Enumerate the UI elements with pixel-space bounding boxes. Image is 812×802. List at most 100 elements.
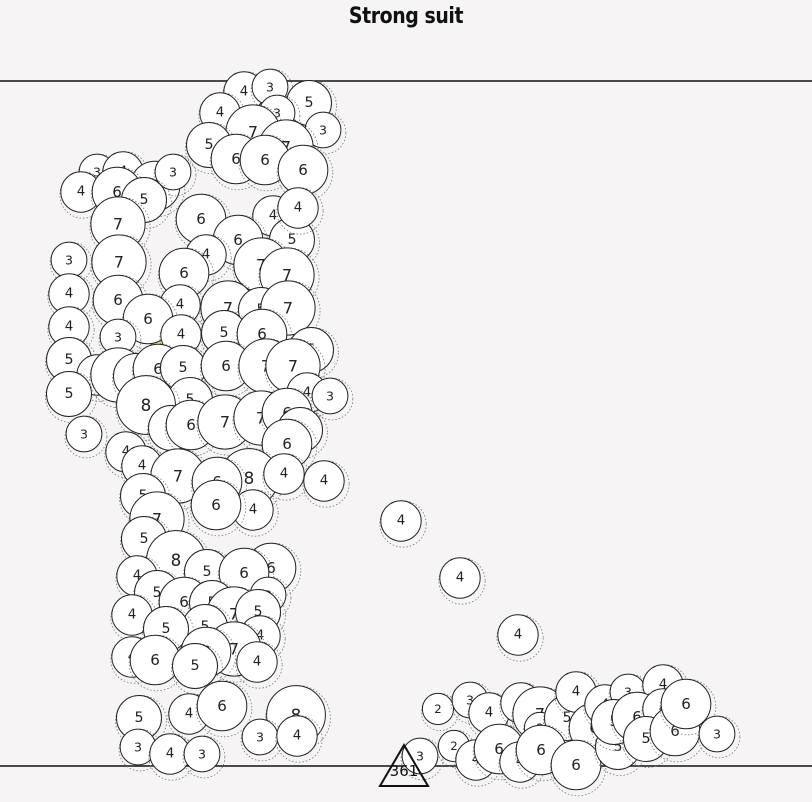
bubble-halo (310, 377, 354, 421)
bubble-label: 4 (320, 474, 329, 489)
bubble (380, 500, 422, 542)
bubble-label: 4 (65, 320, 74, 335)
bubble-label: 4 (176, 298, 185, 313)
bubble-label: 6 (186, 416, 196, 434)
bubble-label: 3 (198, 747, 206, 762)
bubble-label: 8 (171, 550, 182, 570)
bubble-label: 4 (122, 445, 131, 460)
bubble-label: 5 (613, 739, 622, 755)
bubble-label: 7 (282, 266, 292, 285)
bubble-label: 4 (485, 706, 494, 721)
bubble-label: 3 (80, 427, 88, 442)
bubble-label: 6 (211, 496, 221, 514)
bubble-label: 3 (266, 80, 274, 95)
bubble-label: 6 (217, 697, 227, 715)
bubble-label: 5 (202, 564, 211, 580)
bubble (236, 641, 278, 683)
bubble-label: 4 (472, 753, 481, 768)
bubble-halo (265, 685, 331, 751)
bubble-label: 6 (681, 695, 691, 713)
bubble-label: 4 (572, 685, 581, 700)
bubble-label: 4 (128, 608, 137, 623)
bubble-label: 4 (138, 459, 147, 474)
bubble-halo (89, 196, 151, 258)
triangle-marker (378, 743, 430, 787)
bubble-label: 7 (229, 640, 239, 659)
bubble-halo (400, 737, 444, 781)
bubble-label: 7 (173, 467, 183, 486)
series-lower-cluster: 685645346575455467465468534343 (110, 530, 331, 781)
bubble-label: 7 (114, 253, 124, 272)
bubble (276, 715, 318, 757)
bubble-label: 3 (65, 253, 73, 268)
bubble (439, 557, 481, 599)
bubble-halo (153, 153, 197, 197)
bubble-label: 7 (113, 215, 123, 234)
bubble (660, 678, 712, 730)
bubble-label: 5 (64, 386, 73, 402)
series-upper-cluster: 4354373576636463465647653747674647574645… (45, 68, 354, 568)
bubble (190, 479, 242, 531)
bubble-label: 4 (65, 287, 74, 302)
bubble-label: 5 (152, 585, 161, 601)
bubble-label: 3 (319, 123, 327, 138)
bubble-halo (303, 111, 347, 155)
bubble-label: 4 (253, 655, 262, 670)
bubble-label: 4 (177, 328, 186, 343)
marker-label: 361 (390, 762, 419, 780)
bubble-label: 5 (161, 621, 170, 637)
bubble (65, 415, 103, 453)
bubble-label: 5 (287, 232, 296, 248)
bubble-label: 8 (291, 705, 302, 725)
bubble-label: 5 (190, 658, 199, 674)
bubble-label: 6 (494, 740, 504, 758)
bubble (196, 680, 248, 732)
bubble-label: 4 (256, 629, 265, 644)
bubble-label: 6 (231, 150, 241, 168)
bubble-label: 5 (139, 192, 148, 208)
bubble-label: 7 (283, 299, 293, 318)
bubble-label: 3 (256, 730, 264, 745)
bubble-label: 3 (624, 685, 632, 700)
bubble-label: 4 (303, 386, 312, 401)
bubble-label: 6 (150, 651, 160, 669)
bubble-halo (64, 415, 108, 459)
bubble-label: 6 (196, 210, 206, 228)
bubble-label: 7 (248, 123, 258, 142)
bubble-halo (259, 280, 321, 342)
bubble-label: 3 (273, 106, 281, 121)
bubble (303, 460, 345, 502)
bubble-label: 3 (326, 389, 334, 404)
bubble-label: 6 (257, 325, 267, 343)
bubble (277, 187, 319, 229)
bubble-label: 6 (112, 183, 122, 201)
bubble (311, 377, 349, 415)
bubble (154, 153, 192, 191)
bubble-label: 3 (134, 740, 142, 755)
bubble-label: 6 (298, 161, 308, 179)
bubble-label: 3 (93, 165, 101, 180)
bubble-label: 4 (456, 571, 465, 586)
bubble (46, 371, 92, 417)
bubble-label: 4 (216, 106, 225, 121)
bubble-label: 2 (434, 702, 441, 716)
bubble (183, 735, 221, 773)
bubble-label: 3 (713, 727, 721, 742)
series-diagonal: 4 4 4 (379, 500, 544, 662)
bubble-label: 4 (280, 467, 289, 482)
bubble-label: 7 (220, 413, 230, 432)
bubble-label: 7 (223, 299, 233, 318)
bubble-label: 5 (641, 731, 650, 747)
bubble-label: 3 (169, 165, 177, 180)
bubble-label: 8 (141, 395, 152, 415)
bubble (698, 715, 736, 753)
bubble-label: 4 (269, 209, 278, 224)
bubble-halo (258, 247, 320, 309)
bubble-halo (128, 491, 190, 553)
bubble-label: 6 (153, 360, 163, 378)
bubble-label: 4 (293, 729, 302, 744)
bubble-label: 6 (179, 593, 189, 611)
bubble-label: 4 (397, 514, 406, 529)
bubble-halo (90, 234, 152, 296)
